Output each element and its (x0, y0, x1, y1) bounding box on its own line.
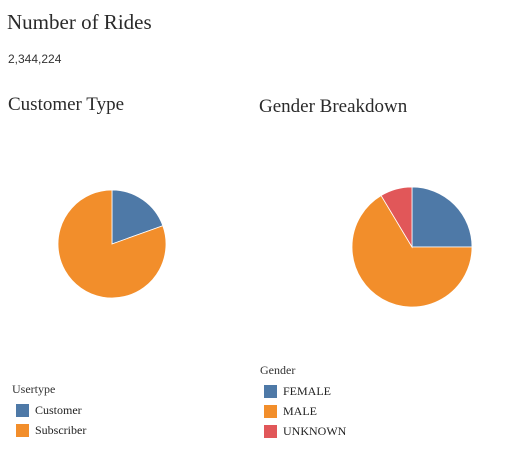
legend-label-subscriber: Subscriber (35, 422, 87, 437)
legend-swatch-male (264, 404, 277, 418)
gender-legend-title: Gender (260, 363, 296, 377)
legend-item-subscriber[interactable]: Subscriber (12, 420, 86, 440)
legend-swatch-customer (16, 403, 29, 417)
legend-swatch-subscriber (16, 423, 29, 437)
page-title: Number of Rides (7, 10, 152, 34)
pie-slice-male[interactable] (351, 194, 473, 308)
gender-breakdown-chart-title: Gender Breakdown (259, 96, 408, 117)
legend-label-female: FEMALE (283, 383, 331, 398)
legend-swatch-female (264, 384, 277, 398)
rides-count-value: 2,344,224 (8, 52, 62, 66)
legend-item-unknown[interactable]: UNKNOWN (260, 421, 346, 441)
pie-slice-female[interactable] (411, 186, 473, 248)
legend-label-customer: Customer (35, 402, 82, 417)
legend-item-male[interactable]: MALE (260, 401, 346, 421)
usertype-legend-title: Usertype (12, 382, 56, 396)
pie-slice-customer[interactable] (111, 189, 164, 245)
customer-type-pie (57, 189, 167, 299)
legend-label-male: MALE (283, 403, 317, 418)
pie-slice-unknown[interactable] (380, 186, 413, 249)
usertype-legend: Usertype Customer Subscriber (12, 382, 86, 440)
legend-item-female[interactable]: FEMALE (260, 381, 346, 401)
pie-slice-subscriber[interactable] (57, 189, 167, 299)
customer-type-chart-title: Customer Type (8, 94, 125, 115)
legend-item-customer[interactable]: Customer (12, 400, 86, 420)
legend-label-unknown: UNKNOWN (283, 423, 347, 438)
gender-legend: Gender FEMALE MALE UNKNOWN (260, 363, 346, 441)
legend-swatch-unknown (264, 424, 277, 438)
gender-breakdown-pie (351, 186, 473, 308)
